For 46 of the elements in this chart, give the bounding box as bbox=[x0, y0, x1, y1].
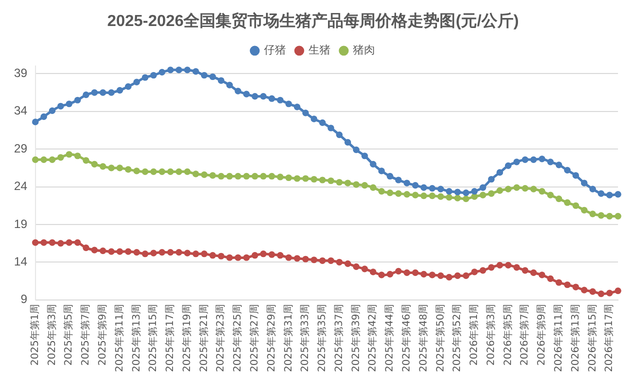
x-tick-label: 2025年第29周 bbox=[265, 304, 278, 372]
legend-label: 仔猪 bbox=[264, 44, 286, 57]
x-tick-label: 2025年第39周 bbox=[350, 304, 362, 372]
y-tick-label: 39 bbox=[14, 66, 28, 80]
x-tick-label: 2026年第9周 bbox=[536, 304, 548, 366]
x-tick-label: 2026年第3周 bbox=[484, 304, 497, 366]
x-tick-label: 2025年第33周 bbox=[299, 304, 312, 372]
y-tick-label: 29 bbox=[14, 141, 28, 156]
legend-label: 猪肉 bbox=[352, 44, 375, 57]
x-tick-label: 2025年第25周 bbox=[232, 304, 244, 372]
x-tick-label: 2025年第21周 bbox=[198, 304, 210, 372]
y-tick-label: 19 bbox=[14, 216, 28, 231]
x-tick-label: 2026年第15周 bbox=[586, 304, 598, 372]
x-tick-label: 2025年第46周 bbox=[400, 304, 412, 372]
x-tick-label: 2025年第17周 bbox=[164, 304, 176, 372]
x-tick-label: 2025年第1周 bbox=[28, 304, 41, 366]
legend-label: 生猪 bbox=[308, 44, 330, 57]
x-tick-label: 2025年第37周 bbox=[332, 304, 345, 372]
x-tick-label: 2026年第11周 bbox=[552, 304, 564, 372]
x-tick-label: 2025年第35周 bbox=[316, 304, 328, 372]
x-tick-label: 2026年第7周 bbox=[518, 304, 531, 366]
y-tick-label: 34 bbox=[14, 104, 28, 118]
x-tick-label: 2025年第3周 bbox=[46, 304, 58, 366]
x-tick-label: 2025年第42周 bbox=[366, 304, 379, 372]
x-tick-label: 2025年第11周 bbox=[113, 304, 126, 372]
x-tick-label: 2025年第19周 bbox=[180, 304, 193, 372]
x-tick-label: 2025年第15周 bbox=[147, 304, 160, 372]
x-tick-label: 2025年第9周 bbox=[96, 304, 108, 366]
y-tick-label: 24 bbox=[14, 179, 28, 194]
x-tick-label: 2025年第50周 bbox=[434, 304, 446, 372]
x-tick-label: 2026年第17周 bbox=[603, 304, 616, 372]
x-tick-label: 2026年第5周 bbox=[502, 304, 514, 366]
x-tick-label: 2025年第27周 bbox=[248, 304, 260, 372]
x-tick-label: 2025年第23周 bbox=[214, 304, 227, 372]
x-tick-label: 2025年第48周 bbox=[417, 304, 430, 372]
x-tick-label: 2025年第7周 bbox=[80, 304, 92, 366]
x-tick-label: 2025年第13周 bbox=[130, 304, 142, 372]
x-tick-label: 2026年第1周 bbox=[468, 304, 480, 366]
x-tick-label: 2025年第52周 bbox=[451, 304, 464, 372]
x-tick-label: 2026年第13周 bbox=[569, 304, 582, 372]
x-tick-label: 2025年第44周 bbox=[384, 304, 396, 372]
chart-title: 2025-2026全国集贸市场生猪产品每周价格走势图(元/公斤) bbox=[107, 12, 519, 30]
x-tick-label: 2025年第5周 bbox=[62, 304, 75, 366]
y-tick-label: 14 bbox=[14, 254, 28, 268]
x-tick-label: 2025年第31周 bbox=[282, 304, 294, 372]
y-tick-label: 9 bbox=[20, 292, 28, 306]
